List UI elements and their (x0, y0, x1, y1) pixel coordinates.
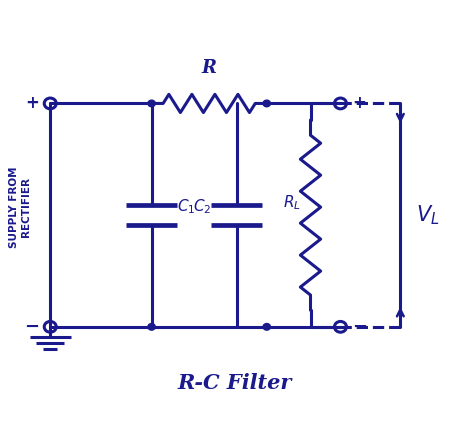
Text: +: + (25, 95, 39, 112)
Text: R: R (202, 59, 217, 76)
Text: $V_L$: $V_L$ (416, 203, 440, 227)
Text: +: + (352, 95, 366, 112)
Text: −: − (24, 318, 39, 336)
Text: $C_1$: $C_1$ (177, 197, 195, 216)
Text: SUPPLY FROM
RECTIFIER: SUPPLY FROM RECTIFIER (9, 166, 31, 248)
Text: R-C Filter: R-C Filter (177, 373, 292, 393)
Circle shape (148, 100, 155, 107)
Circle shape (148, 324, 155, 330)
Circle shape (263, 324, 271, 330)
Circle shape (263, 100, 271, 107)
Text: $C_2$: $C_2$ (193, 197, 212, 216)
Text: $R_L$: $R_L$ (283, 193, 301, 212)
Text: −: − (352, 318, 367, 336)
